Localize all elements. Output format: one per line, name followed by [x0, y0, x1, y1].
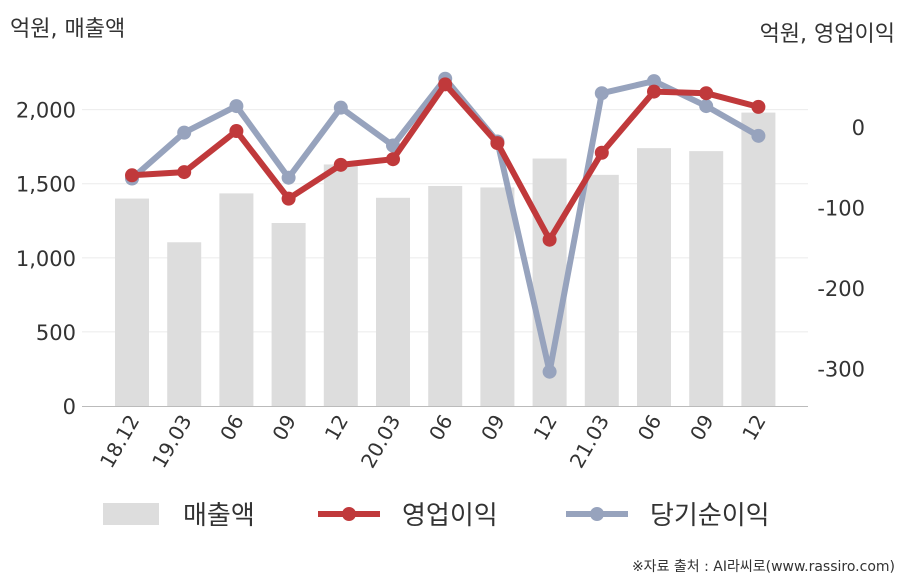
data-point [751, 128, 766, 143]
data-point [281, 191, 296, 206]
x-tick-label: 06 [424, 411, 458, 445]
x-tick-label: 20.03 [356, 411, 405, 473]
source-note: ※자료 출처 : AI라씨로(www.rassiro.com) [632, 559, 895, 575]
legend-item: 매출액 [103, 501, 255, 531]
bar [376, 197, 410, 406]
left-tick-label: 500 [36, 321, 76, 345]
legend-swatch-marker [342, 507, 356, 521]
left-axis-unit: 억원, 매출액 [10, 17, 125, 42]
bar [637, 148, 671, 406]
bar [115, 198, 149, 406]
bar [584, 174, 619, 406]
right-tick-label: -300 [817, 358, 865, 382]
x-tick-label: 21.03 [565, 411, 614, 473]
data-point [438, 77, 453, 92]
left-tick-label: 0 [63, 395, 76, 419]
left-tick-label: 2,000 [16, 99, 76, 123]
left-tick-label: 1,000 [16, 247, 76, 271]
data-point [125, 168, 139, 183]
data-point [386, 152, 400, 167]
line-series [125, 71, 766, 379]
x-tick-label: 06 [215, 411, 249, 445]
data-point [490, 136, 505, 151]
x-axis-ticks: 18.12 19.03 06 09 12 20.03 06 09 12 21.03 06 09 12 [95, 411, 771, 473]
x-tick-label: 12 [320, 411, 354, 445]
data-point [177, 165, 192, 180]
data-point [333, 100, 348, 115]
left-axis-ticks: 0 500 1,000 1,500 2,000 [16, 99, 76, 419]
bar [271, 222, 306, 406]
data-point [542, 364, 557, 379]
data-point [647, 84, 661, 99]
x-tick-label: 09 [476, 411, 510, 445]
line-series-group [125, 77, 766, 247]
legend-label: 매출액 [183, 501, 255, 531]
data-point [751, 99, 766, 114]
x-tick-label: 19.03 [147, 411, 196, 473]
data-point [281, 170, 296, 185]
x-tick-label: 06 [633, 411, 667, 445]
right-tick-label: -200 [817, 277, 865, 301]
bar [167, 242, 202, 406]
data-point [699, 99, 714, 114]
data-point [594, 145, 609, 160]
right-axis-unit: 억원, 영업이익 [760, 22, 895, 47]
legend-item: 영업이익 [318, 501, 498, 531]
bar [741, 112, 776, 406]
legend-label: 당기순이익 [650, 501, 770, 531]
right-axis-ticks: 0 -100 -200 -300 [817, 116, 865, 382]
data-point [333, 157, 348, 172]
legend-swatch [103, 503, 159, 525]
bar-series [115, 112, 776, 406]
left-tick-label: 1,500 [16, 173, 76, 197]
legend-item: 당기순이익 [566, 501, 770, 531]
bar [323, 164, 358, 406]
data-point [699, 86, 714, 101]
legend: 매출액 영업이익 당기순이익 [103, 501, 770, 531]
bar [689, 151, 724, 406]
data-point [594, 86, 609, 101]
x-tick-label: 12 [737, 411, 771, 445]
bar [428, 185, 463, 406]
legend-swatch-marker [590, 507, 604, 521]
x-tick-label: 18.12 [95, 411, 144, 473]
x-tick-label: 09 [685, 411, 719, 445]
data-point [229, 99, 244, 114]
right-tick-label: 0 [852, 116, 865, 140]
x-tick-label: 09 [267, 411, 301, 445]
data-point [647, 74, 661, 89]
right-tick-label: -100 [817, 197, 865, 221]
x-tick-label: 12 [528, 411, 562, 445]
bar [219, 193, 254, 406]
data-point [177, 125, 192, 140]
data-point [542, 232, 557, 247]
legend-label: 영업이익 [402, 501, 498, 531]
data-point [229, 124, 244, 139]
bar [480, 187, 515, 406]
